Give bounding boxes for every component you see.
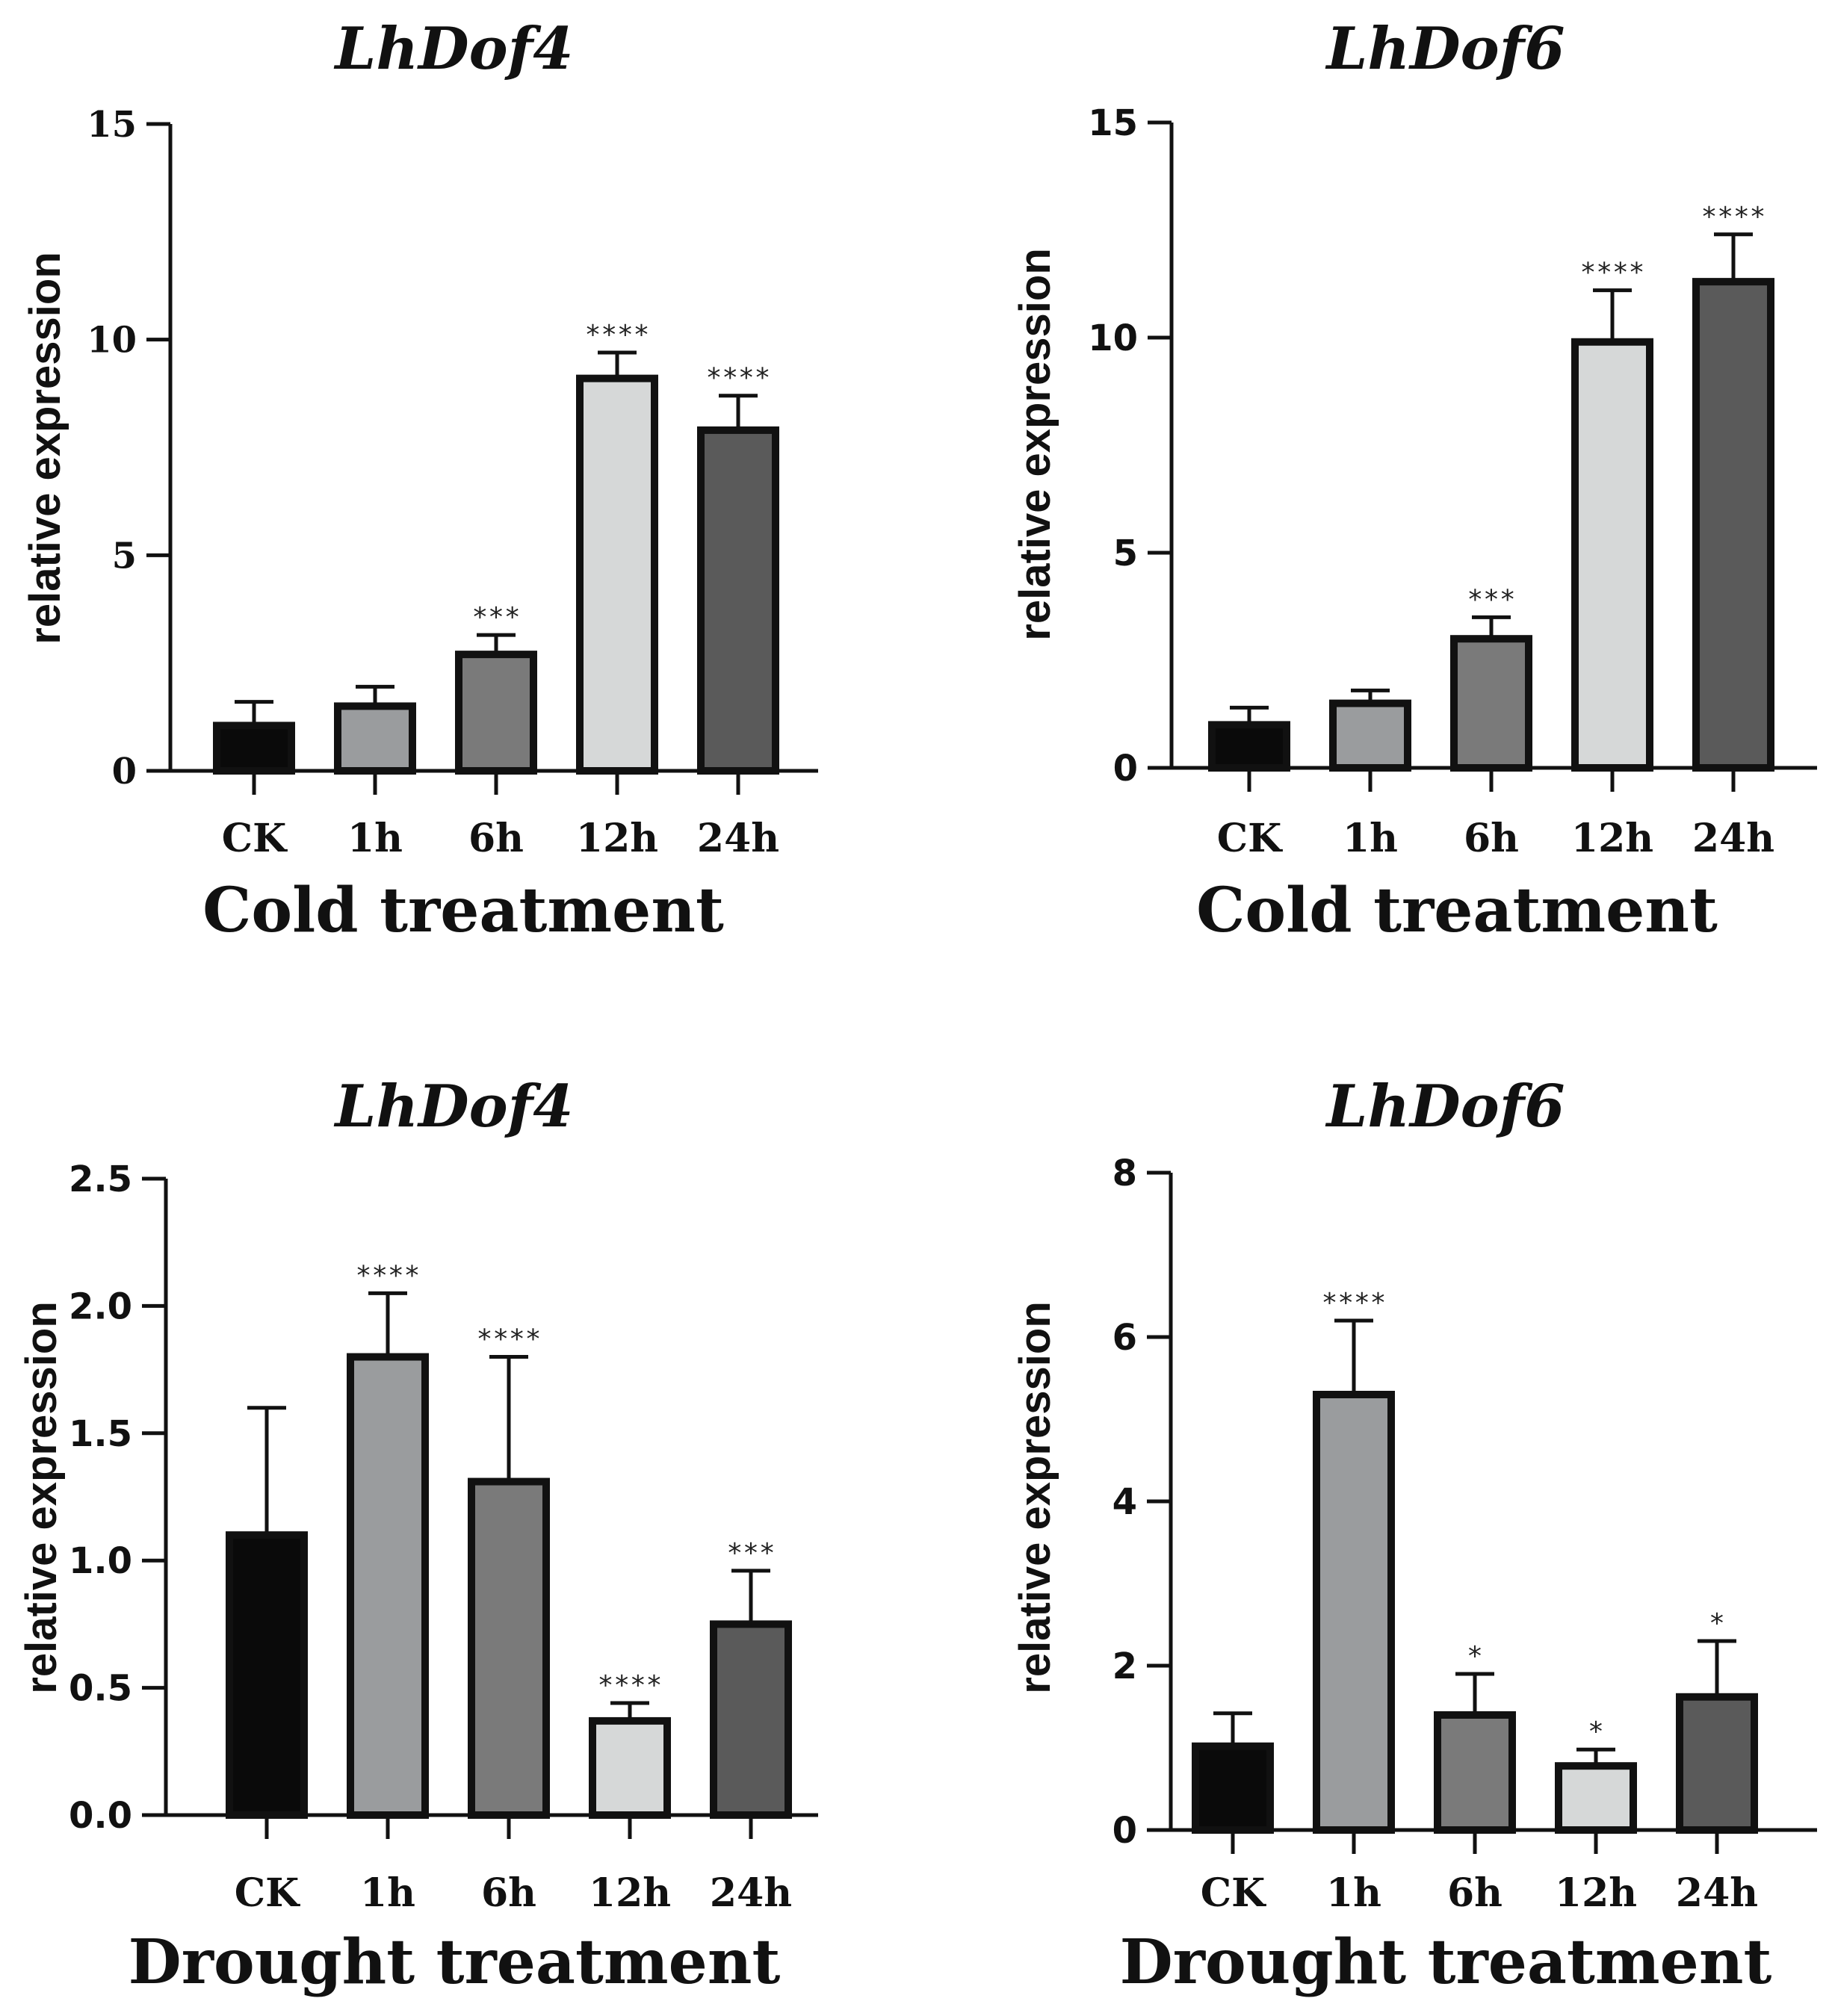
bar-6h — [455, 651, 537, 775]
x-axis-title: Drought treatment — [129, 1926, 781, 1998]
y-tick-label: 5 — [1113, 533, 1138, 574]
y-tick-label: 0 — [112, 751, 137, 793]
y-tick-label: 0 — [1112, 1810, 1137, 1852]
x-tick-label: CK — [1201, 1870, 1266, 1916]
significance-label: *** — [1467, 584, 1515, 615]
y-tick-label: 2.0 — [69, 1285, 132, 1327]
x-tick-label: 6h — [468, 816, 524, 861]
x-tick-label: 12h — [1571, 816, 1653, 861]
panel-title: LhDof4 — [333, 1073, 573, 1141]
x-tick-label: 6h — [1447, 1870, 1503, 1916]
bar-ck — [226, 1531, 308, 1820]
significance-label: * — [1709, 1608, 1725, 1639]
x-axis-title: Cold treatment — [202, 875, 724, 946]
bar-ck — [1208, 721, 1290, 772]
panel-title: LhDof6 — [1325, 1073, 1565, 1141]
significance-label: * — [1588, 1716, 1604, 1747]
plot-area: 0 5 10 15 CK 1h 6h *** 12h **** 24h **** — [1088, 102, 1817, 861]
bar-6h — [468, 1477, 550, 1819]
x-tick-label: 24h — [1692, 816, 1774, 861]
x-tick-label: 24h — [710, 1870, 792, 1916]
bar-1h — [1313, 1391, 1395, 1834]
y-tick-label: 0 — [1113, 748, 1138, 790]
x-tick-label: 12h — [576, 816, 658, 861]
x-tick-label: 1h — [360, 1870, 415, 1916]
significance-label: **** — [598, 1670, 663, 1701]
significance-label: **** — [585, 320, 650, 350]
x-tick-label: 1h — [347, 816, 403, 861]
y-tick-label: 2.5 — [69, 1159, 132, 1200]
x-tick-label: CK — [1217, 816, 1283, 861]
y-tick-label: 0.0 — [69, 1795, 132, 1837]
x-tick-label: 12h — [1555, 1870, 1637, 1916]
panel-lhdof4-cold: LhDof4 relative expression Cold treatmen… — [21, 15, 818, 946]
bar-12h — [576, 374, 658, 775]
y-tick-label: 1.5 — [69, 1413, 132, 1455]
panel-title: LhDof6 — [1325, 15, 1565, 83]
bar-24h — [1676, 1693, 1758, 1834]
y-axis-label: relative expression — [1011, 248, 1059, 641]
y-tick-label: 15 — [1088, 102, 1138, 144]
y-tick-label: 2 — [1112, 1646, 1137, 1687]
significance-label: **** — [706, 363, 771, 394]
significance-label: *** — [471, 602, 520, 633]
bar-12h — [589, 1716, 671, 1820]
x-axis-title: Cold treatment — [1196, 875, 1718, 946]
x-tick-label: 1h — [1326, 1870, 1381, 1916]
y-tick-label: 5 — [112, 535, 137, 577]
significance-label: **** — [477, 1324, 542, 1355]
significance-label: **** — [1322, 1288, 1387, 1318]
y-axis-label: relative expression — [17, 1301, 66, 1694]
y-tick-label: 6 — [1112, 1317, 1137, 1359]
x-tick-label: 12h — [589, 1870, 671, 1916]
panel-lhdof4-drought: LhDof4 relative expression Drought treat… — [17, 1073, 818, 1998]
x-tick-label: 6h — [1464, 816, 1519, 861]
bar-ck — [1192, 1742, 1274, 1834]
x-axis-title: Drought treatment — [1120, 1926, 1772, 1998]
y-axis-label: relative expression — [21, 252, 69, 645]
plot-area: 0 2 4 6 8 CK 1h **** 6h * 12h * 24h * — [1112, 1153, 1817, 1916]
panel-lhdof6-cold: LhDof6 relative expression Cold treatmen… — [1011, 15, 1817, 946]
bar-12h — [1555, 1762, 1637, 1834]
bar-12h — [1571, 338, 1653, 772]
y-tick-label: 15 — [87, 104, 137, 146]
x-tick-label: CK — [222, 816, 288, 861]
bar-24h — [710, 1620, 792, 1819]
bar-6h — [1450, 635, 1532, 772]
bar-24h — [1692, 278, 1774, 772]
significance-label: **** — [1701, 202, 1766, 232]
bar-1h — [334, 702, 416, 775]
plot-area: 0 5 10 15 CK 1h 6h *** 12h **** 24h **** — [87, 104, 818, 861]
significance-label: *** — [726, 1538, 775, 1569]
x-tick-label: 6h — [481, 1870, 536, 1916]
y-tick-label: 10 — [1088, 317, 1138, 359]
y-tick-label: 4 — [1112, 1481, 1137, 1523]
x-tick-label: 24h — [697, 816, 779, 861]
significance-label: * — [1467, 1641, 1483, 1672]
x-tick-label: 1h — [1343, 816, 1398, 861]
bar-24h — [697, 426, 779, 775]
panel-title: LhDof4 — [333, 15, 573, 83]
significance-label: **** — [356, 1260, 421, 1291]
x-tick-label: CK — [235, 1870, 300, 1916]
bar-1h — [347, 1353, 429, 1820]
panel-lhdof6-drought: LhDof6 relative expression Drought treat… — [1011, 1073, 1817, 1998]
y-tick-label: 0.5 — [69, 1668, 132, 1710]
bar-ck — [213, 722, 295, 775]
significance-label: **** — [1580, 258, 1645, 288]
y-tick-label: 1.0 — [69, 1540, 132, 1582]
bar-6h — [1434, 1711, 1516, 1834]
y-tick-label: 8 — [1112, 1153, 1137, 1194]
x-tick-label: 24h — [1676, 1870, 1758, 1916]
y-tick-label: 10 — [87, 320, 137, 362]
y-axis-label: relative expression — [1011, 1301, 1059, 1694]
plot-area: 0.0 0.5 1.0 1.5 2.0 2.5 CK 1h **** 6h **** 12h **** 2… — [69, 1159, 818, 1916]
bar-1h — [1329, 699, 1411, 772]
